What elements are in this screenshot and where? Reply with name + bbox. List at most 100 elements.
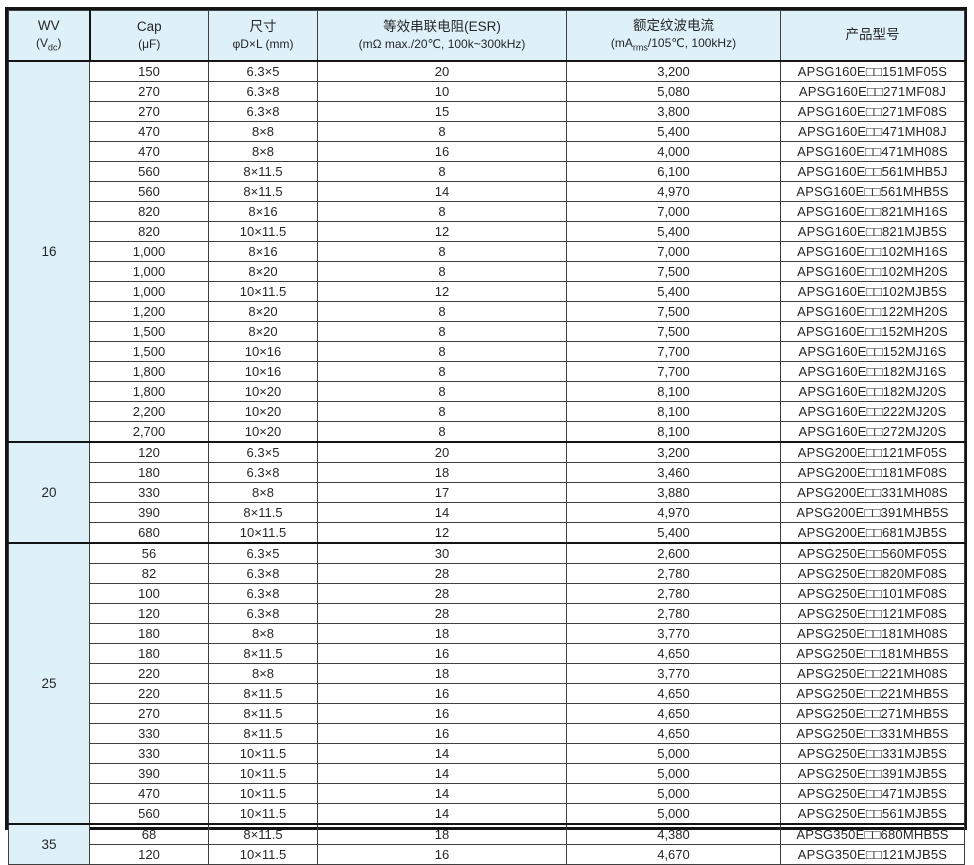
cell-ripple: 4,670: [566, 843, 781, 865]
cell-esr: 20: [317, 59, 567, 82]
header-text: (V: [35, 36, 48, 51]
cell-ripple: 3,200: [566, 59, 781, 82]
cell-esr: 16: [317, 642, 567, 664]
cell-cap: 560: [89, 180, 209, 202]
cell-ripple: 7,500: [566, 300, 781, 322]
cell-size: 8×16: [208, 240, 318, 262]
table-row: 470 8×8 16 4,000 APSG160E□□471MH08S: [9, 140, 965, 162]
cell-esr: 14: [317, 782, 567, 804]
cell-part: APSG160E□□102MH16S: [780, 240, 965, 262]
cell-ripple: 3,800: [566, 100, 781, 122]
cell-cap: 1,500: [89, 320, 209, 342]
cell-size: 10×11.5: [208, 782, 318, 804]
cell-size: 10×20: [208, 380, 318, 402]
table-row: 220 8×11.5 16 4,650 APSG250E□□221MHB5S: [9, 682, 965, 704]
cell-cap: 120: [89, 440, 209, 463]
cell-ripple: 7,500: [566, 260, 781, 282]
cell-ripple: 2,780: [566, 562, 781, 584]
cell-ripple: 3,880: [566, 481, 781, 503]
cell-part: APSG160E□□182MJ20S: [780, 380, 965, 402]
cell-ripple: 4,380: [566, 822, 781, 845]
cell-part: APSG160E□□182MJ16S: [780, 360, 965, 382]
table-header: WV (Vdc) Cap (μF) 尺寸 φD×L (mm) 等效串联电阻(ES…: [8, 10, 965, 61]
capacitor-spec-table: WV (Vdc) Cap (μF) 尺寸 φD×L (mm) 等效串联电阻(ES…: [8, 10, 965, 865]
cell-cap: 820: [89, 220, 209, 242]
cell-size: 8×8: [208, 120, 318, 142]
cell-part: APSG250E□□121MF08S: [780, 602, 965, 624]
cell-size: 10×16: [208, 360, 318, 382]
table-row: 560 8×11.5 8 6,100 APSG160E□□561MHB5J: [9, 160, 965, 182]
cell-cap: 470: [89, 782, 209, 804]
cell-size: 8×8: [208, 140, 318, 162]
header-esr-title: 等效串联电阻(ESR): [383, 19, 501, 35]
cell-part: APSG160E□□271MF08J: [780, 80, 965, 102]
cell-size: 10×11.5: [208, 280, 318, 302]
cell-esr: 20: [317, 440, 567, 463]
cell-esr: 12: [317, 280, 567, 302]
table-row: 270 8×11.5 16 4,650 APSG250E□□271MHB5S: [9, 702, 965, 724]
cell-part: APSG160E□□222MJ20S: [780, 400, 965, 422]
cell-ripple: 4,650: [566, 642, 781, 664]
table-row: 82 6.3×8 28 2,780 APSG250E□□820MF08S: [9, 562, 965, 584]
cell-part: APSG160E□□102MH20S: [780, 260, 965, 282]
cell-cap: 56: [89, 541, 209, 564]
cell-part: APSG160E□□122MH20S: [780, 300, 965, 322]
cell-cap: 680: [89, 521, 209, 543]
cell-ripple: 5,000: [566, 742, 781, 764]
cell-size: 8×11.5: [208, 642, 318, 664]
cell-part: APSG160E□□821MH16S: [780, 200, 965, 222]
table-row: 35 68 8×11.5 18 4,380 APSG350E□□680MHB5S: [8, 822, 965, 865]
cell-size: 6.3×8: [208, 100, 318, 122]
wv-group-cell: 20: [8, 440, 90, 543]
table-row: 1,000 8×20 8 7,500 APSG160E□□102MH20S: [9, 260, 965, 282]
cell-cap: 1,200: [89, 300, 209, 322]
cell-cap: 120: [89, 843, 209, 865]
cell-size: 8×11.5: [208, 722, 318, 744]
cell-esr: 8: [317, 380, 567, 402]
cell-size: 10×11.5: [208, 843, 318, 865]
cell-esr: 12: [317, 521, 567, 543]
cell-cap: 820: [89, 200, 209, 222]
cell-size: 8×8: [208, 662, 318, 684]
cell-cap: 330: [89, 481, 209, 503]
table-row: 820 10×11.5 12 5,400 APSG160E□□821MJB5S: [9, 220, 965, 242]
header-cap-unit: (μF): [138, 37, 161, 52]
col-header-cap: Cap (μF): [89, 10, 209, 61]
cell-size: 8×11.5: [208, 180, 318, 202]
table-row: 2,700 10×20 8 8,100 APSG160E□□272MJ20S: [9, 420, 965, 442]
header-part-title: 产品型号: [845, 27, 900, 43]
cell-ripple: 4,650: [566, 682, 781, 704]
cell-part: APSG160E□□151MF05S: [780, 59, 965, 82]
cell-esr: 14: [317, 501, 567, 523]
cell-part: APSG350E□□121MJB5S: [780, 843, 965, 865]
cell-ripple: 3,770: [566, 622, 781, 644]
cell-cap: 1,000: [89, 280, 209, 302]
cell-esr: 18: [317, 822, 567, 845]
cell-part: APSG160E□□271MF08S: [780, 100, 965, 122]
cell-part: APSG250E□□331MHB5S: [780, 722, 965, 744]
table-row: 1,800 10×20 8 8,100 APSG160E□□182MJ20S: [9, 380, 965, 402]
cell-cap: 1,800: [89, 360, 209, 382]
cell-esr: 17: [317, 481, 567, 503]
cell-ripple: 5,400: [566, 220, 781, 242]
table-row: 180 6.3×8 18 3,460 APSG200E□□181MF08S: [9, 461, 965, 483]
header-ripple-title: 额定纹波电流: [633, 17, 714, 33]
cell-cap: 82: [89, 562, 209, 584]
table-row: 2,200 10×20 8 8,100 APSG160E□□222MJ20S: [9, 400, 965, 422]
cell-ripple: 2,780: [566, 602, 781, 624]
cell-esr: 14: [317, 802, 567, 824]
cell-part: APSG250E□□101MF08S: [780, 582, 965, 604]
cell-esr: 12: [317, 220, 567, 242]
col-header-ripple: 额定纹波电流 (mArms/105℃, 100kHz): [566, 10, 781, 61]
cell-size: 10×11.5: [208, 762, 318, 784]
cell-cap: 2,200: [89, 400, 209, 422]
cell-ripple: 3,200: [566, 440, 781, 463]
cell-esr: 16: [317, 702, 567, 724]
cell-ripple: 7,000: [566, 240, 781, 262]
cell-part: APSG250E□□471MJB5S: [780, 782, 965, 804]
cell-size: 10×20: [208, 400, 318, 422]
table-row: 560 10×11.5 14 5,000 APSG250E□□561MJB5S: [9, 802, 965, 824]
header-subscript: rms: [632, 42, 648, 53]
cell-size: 8×11.5: [208, 702, 318, 724]
header-wv-unit: (Vdc): [10, 35, 88, 54]
